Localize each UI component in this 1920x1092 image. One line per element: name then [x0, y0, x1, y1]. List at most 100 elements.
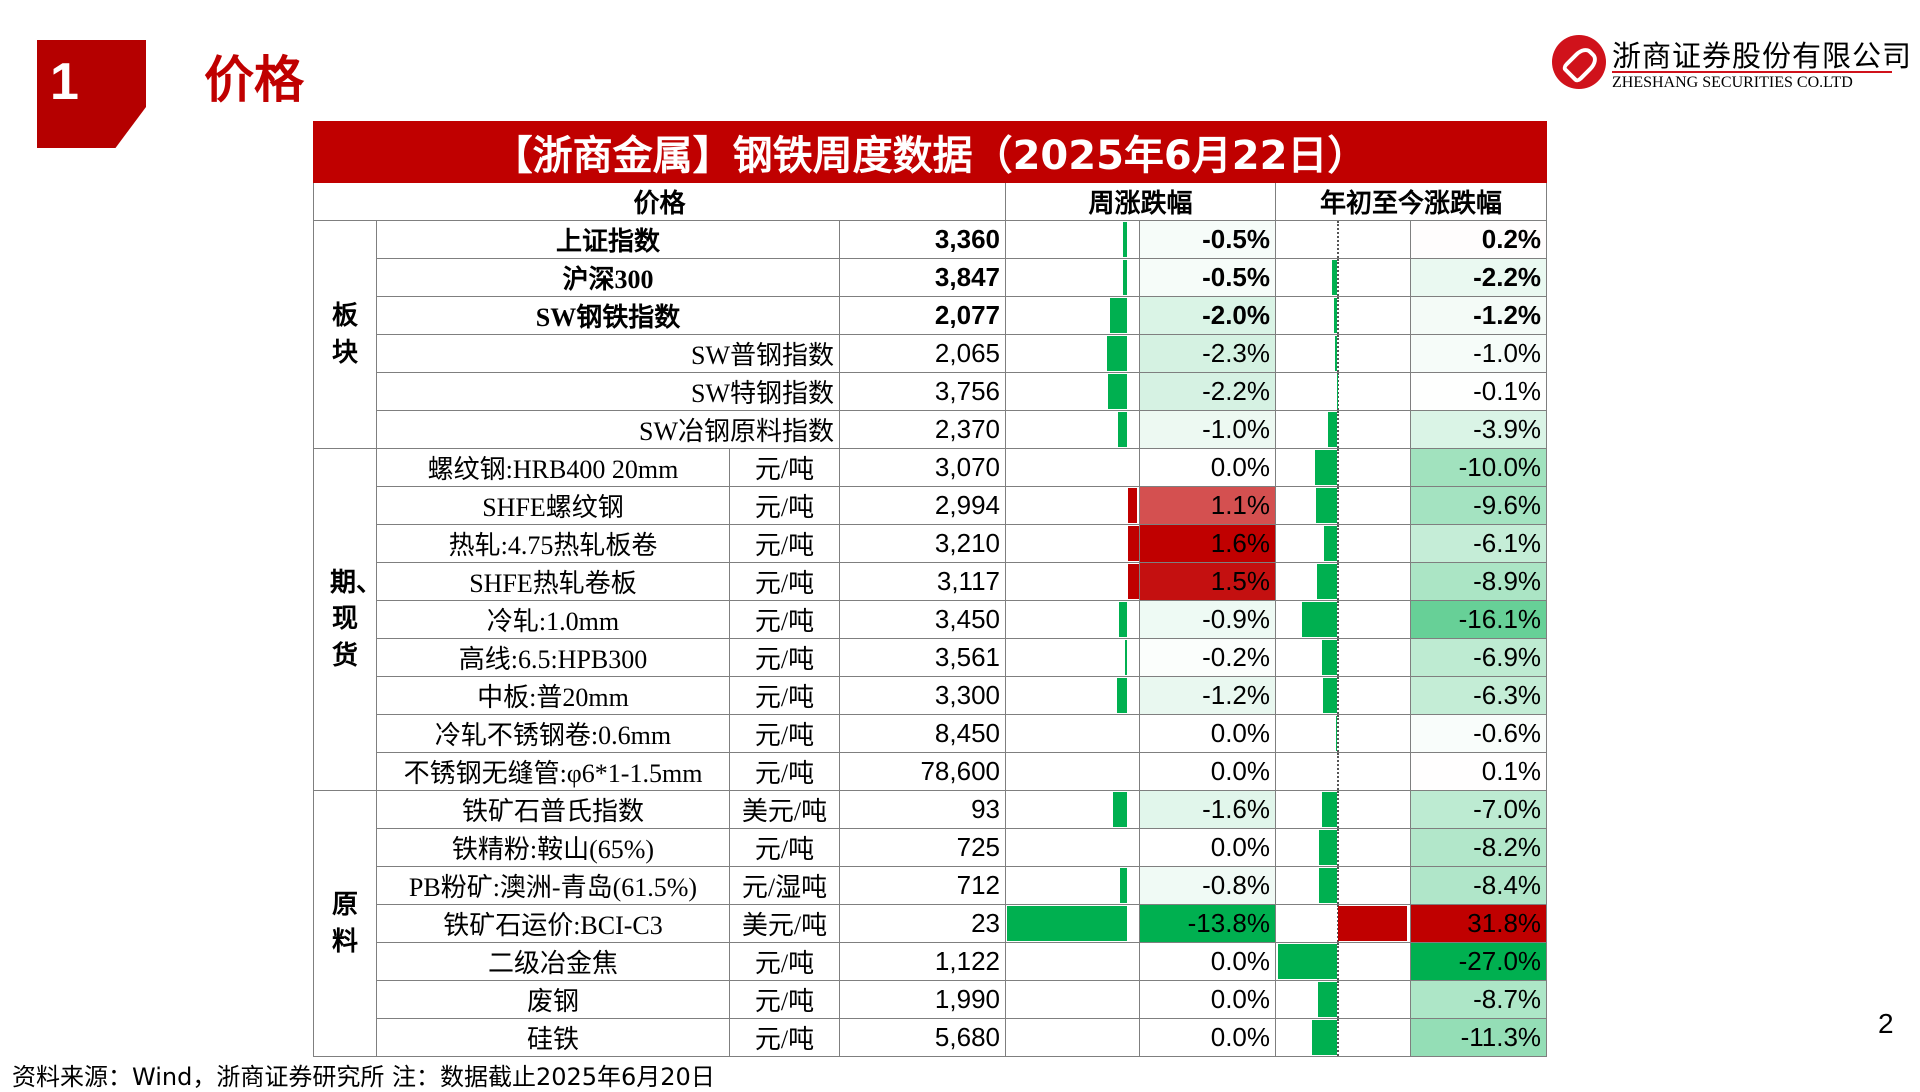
weekly-bar-cell: [1006, 981, 1140, 1019]
ytd-bar-cell: [1276, 715, 1411, 753]
source-note: 资料来源：Wind，浙商证券研究所 注：数据截止2025年6月20日: [12, 1057, 715, 1092]
item-value: 3,117: [840, 563, 1006, 601]
item-name: 铁精粉:鞍山(65%): [377, 829, 730, 867]
item-value: 3,210: [840, 525, 1006, 563]
bar-axis: [1337, 981, 1339, 1018]
item-unit: 元/吨: [730, 829, 840, 867]
bar-axis: [1337, 867, 1339, 904]
ytd-bar-cell: [1276, 563, 1411, 601]
bar-axis: [1337, 525, 1339, 562]
ytd-change: -2.2%: [1411, 259, 1547, 297]
item-value: 712: [840, 867, 1006, 905]
negative-bar: [1125, 640, 1127, 675]
weekly-change: -0.5%: [1140, 221, 1276, 259]
weekly-change: -2.2%: [1140, 373, 1276, 411]
negative-bar: [1316, 488, 1337, 523]
item-name: 螺纹钢:HRB400 20mm: [377, 449, 730, 487]
item-name: 二级冶金焦: [377, 943, 730, 981]
weekly-change: -1.0%: [1140, 411, 1276, 449]
logo-en-text: ZHESHANG SECURITIES CO.LTD: [1612, 74, 1853, 92]
ytd-change: -1.2%: [1411, 297, 1547, 335]
item-value: 3,070: [840, 449, 1006, 487]
bar-axis: [1337, 373, 1339, 410]
logo-divider: [1612, 71, 1892, 73]
ytd-change: -16.1%: [1411, 601, 1547, 639]
weekly-change: 0.0%: [1140, 449, 1276, 487]
negative-bar: [1113, 792, 1127, 827]
page-number: 2: [1878, 1008, 1894, 1040]
bar-axis: [1337, 411, 1339, 448]
item-name: 冷轧:1.0mm: [377, 601, 730, 639]
weekly-bar-cell: [1006, 373, 1140, 411]
ytd-change: -6.3%: [1411, 677, 1547, 715]
ytd-change: 0.2%: [1411, 221, 1547, 259]
negative-bar: [1324, 526, 1337, 561]
item-name: 废钢: [377, 981, 730, 1019]
positive-bar: [1128, 526, 1140, 561]
ytd-bar-cell: [1276, 791, 1411, 829]
item-value: 2,065: [840, 335, 1006, 373]
negative-bar: [1334, 298, 1337, 333]
company-logo: 浙商证券股份有限公司 ZHESHANG SECURITIES CO.LTD: [1552, 33, 1892, 91]
item-name: 上证指数: [377, 221, 840, 259]
ytd-bar-cell: [1276, 905, 1411, 943]
ytd-bar-cell: [1276, 677, 1411, 715]
item-name: 硅铁: [377, 1019, 730, 1057]
bar-axis: [1337, 943, 1339, 980]
weekly-bar-cell: [1006, 563, 1140, 601]
ytd-change: -8.2%: [1411, 829, 1547, 867]
ytd-change: -7.0%: [1411, 791, 1547, 829]
item-value: 3,847: [840, 259, 1006, 297]
ytd-change: -6.9%: [1411, 639, 1547, 677]
negative-bar: [1110, 298, 1127, 333]
negative-bar: [1328, 412, 1337, 447]
ytd-bar-cell: [1276, 1019, 1411, 1057]
ytd-bar-cell: [1276, 335, 1411, 373]
ytd-change: 0.1%: [1411, 753, 1547, 791]
weekly-change: 1.5%: [1140, 563, 1276, 601]
bar-axis: [1337, 335, 1339, 372]
ytd-bar-cell: [1276, 829, 1411, 867]
weekly-change: 0.0%: [1140, 829, 1276, 867]
weekly-change: 0.0%: [1140, 1019, 1276, 1057]
item-unit: 元/吨: [730, 639, 840, 677]
weekly-change: -13.8%: [1140, 905, 1276, 943]
ytd-bar-cell: [1276, 753, 1411, 791]
weekly-change: -2.0%: [1140, 297, 1276, 335]
group-label: 板块: [314, 221, 377, 449]
ytd-change: -8.7%: [1411, 981, 1547, 1019]
weekly-change: 0.0%: [1140, 715, 1276, 753]
ytd-bar-cell: [1276, 867, 1411, 905]
bar-axis: [1337, 791, 1339, 828]
ytd-bar-cell: [1276, 981, 1411, 1019]
header-ytd: 年初至今涨跌幅: [1276, 183, 1547, 221]
group-label: 期、现货: [314, 449, 377, 791]
item-unit: 元/吨: [730, 449, 840, 487]
weekly-change: 0.0%: [1140, 981, 1276, 1019]
ytd-bar-cell: [1276, 601, 1411, 639]
weekly-change: 1.6%: [1140, 525, 1276, 563]
positive-bar: [1338, 906, 1407, 941]
bar-axis: [1337, 715, 1339, 752]
steel-weekly-data-table: 【浙商金属】钢铁周度数据（2025年6月22日） 价格 周涨跌幅 年初至今涨跌幅…: [313, 121, 1547, 1057]
ytd-change: -1.0%: [1411, 335, 1547, 373]
negative-bar: [1315, 450, 1337, 485]
item-name: SW钢铁指数: [377, 297, 840, 335]
item-name: 铁矿石普氏指数: [377, 791, 730, 829]
ytd-bar-cell: [1276, 297, 1411, 335]
item-unit: 元/吨: [730, 487, 840, 525]
negative-bar: [1319, 868, 1337, 903]
weekly-change: -0.9%: [1140, 601, 1276, 639]
item-name: PB粉矿:澳洲-青岛(61.5%): [377, 867, 730, 905]
item-name: 沪深300: [377, 259, 840, 297]
